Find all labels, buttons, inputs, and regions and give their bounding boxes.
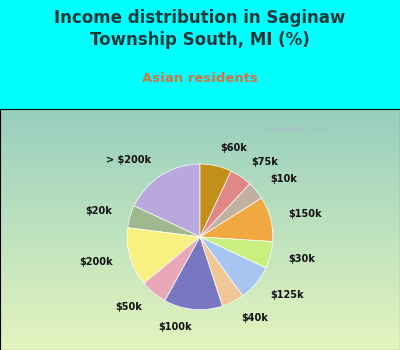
Wedge shape bbox=[128, 206, 200, 237]
Wedge shape bbox=[134, 164, 200, 237]
Text: $150k: $150k bbox=[288, 209, 322, 219]
Wedge shape bbox=[200, 237, 266, 296]
Wedge shape bbox=[144, 237, 200, 301]
Wedge shape bbox=[200, 164, 231, 237]
Text: $50k: $50k bbox=[115, 302, 142, 312]
Wedge shape bbox=[165, 237, 222, 310]
Text: $75k: $75k bbox=[251, 156, 278, 167]
Wedge shape bbox=[200, 184, 262, 237]
Wedge shape bbox=[200, 171, 250, 237]
Text: > $200k: > $200k bbox=[106, 155, 151, 165]
Text: $40k: $40k bbox=[241, 313, 268, 323]
Text: $200k: $200k bbox=[79, 257, 113, 267]
Text: $60k: $60k bbox=[220, 143, 247, 153]
Wedge shape bbox=[127, 228, 200, 283]
Text: $20k: $20k bbox=[86, 206, 113, 216]
Text: $100k: $100k bbox=[158, 322, 192, 332]
Text: Asian residents: Asian residents bbox=[142, 72, 258, 85]
Text: Income distribution in Saginaw
Township South, MI (%): Income distribution in Saginaw Township … bbox=[54, 9, 346, 49]
Text: City-Data.com: City-Data.com bbox=[257, 125, 327, 134]
Wedge shape bbox=[200, 237, 243, 306]
Text: $125k: $125k bbox=[270, 290, 304, 300]
Wedge shape bbox=[200, 198, 273, 241]
Text: $10k: $10k bbox=[270, 174, 297, 184]
Text: $30k: $30k bbox=[288, 254, 315, 265]
Wedge shape bbox=[200, 237, 273, 268]
